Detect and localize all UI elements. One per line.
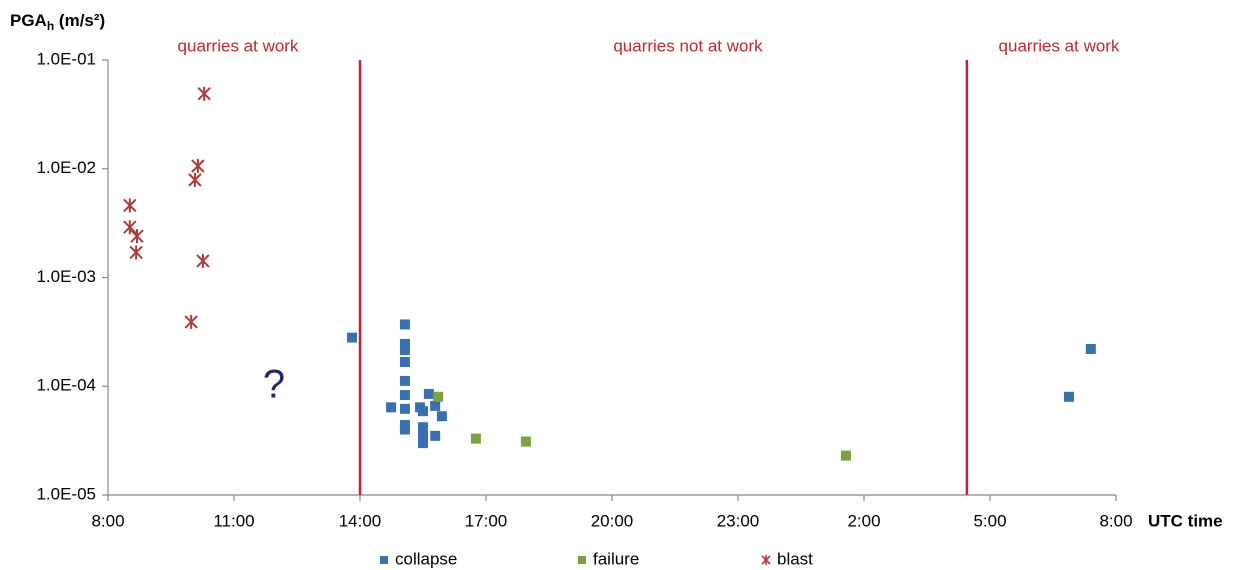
point bbox=[399, 345, 410, 356]
point bbox=[399, 319, 410, 330]
y-tick-label: 1.0E-03 bbox=[36, 267, 96, 286]
point bbox=[184, 314, 198, 329]
point bbox=[423, 388, 434, 399]
point bbox=[191, 158, 205, 173]
point bbox=[418, 438, 428, 449]
point bbox=[196, 253, 210, 268]
legend-marker bbox=[380, 556, 388, 564]
point bbox=[130, 229, 144, 244]
point bbox=[840, 450, 851, 461]
annotation: quarries not at work bbox=[613, 36, 763, 55]
point bbox=[520, 436, 531, 447]
annotation: quarries at work bbox=[999, 36, 1120, 55]
x-tick-label: 20:00 bbox=[591, 511, 634, 530]
point bbox=[123, 198, 137, 213]
x-tick-label: 2:00 bbox=[847, 511, 880, 530]
point bbox=[1063, 391, 1074, 402]
point bbox=[399, 390, 410, 401]
point bbox=[399, 375, 410, 386]
legend-item: blast bbox=[761, 549, 813, 568]
legend-label: collapse bbox=[395, 549, 457, 568]
point bbox=[123, 220, 137, 235]
legend-item: failure bbox=[578, 549, 639, 568]
legend-marker bbox=[761, 555, 771, 565]
point bbox=[188, 172, 202, 187]
point bbox=[347, 332, 358, 343]
point bbox=[430, 400, 441, 411]
point bbox=[197, 86, 211, 101]
point bbox=[418, 430, 428, 441]
x-tick-label: 8:00 bbox=[1099, 511, 1132, 530]
point bbox=[436, 411, 447, 422]
legend-label: blast bbox=[777, 549, 813, 568]
annotation: ? bbox=[263, 363, 285, 407]
x-tick-label: 14:00 bbox=[339, 511, 382, 530]
annotation: quarries at work bbox=[178, 36, 299, 55]
point bbox=[399, 403, 410, 414]
legend-label: failure bbox=[593, 549, 639, 568]
point bbox=[418, 406, 428, 417]
point bbox=[399, 357, 410, 368]
point bbox=[129, 245, 143, 260]
point bbox=[1085, 344, 1096, 355]
point bbox=[399, 424, 410, 435]
point bbox=[430, 430, 441, 441]
point bbox=[386, 402, 397, 413]
y-tick-label: 1.0E-04 bbox=[36, 376, 96, 395]
y-tick-label: 1.0E-01 bbox=[36, 49, 96, 68]
x-tick-label: 5:00 bbox=[973, 511, 1006, 530]
x-tick-label: 17:00 bbox=[465, 511, 508, 530]
x-tick-label: 11:00 bbox=[213, 511, 254, 530]
x-tick-label: 8:00 bbox=[91, 511, 124, 530]
y-tick-label: 1.0E-02 bbox=[36, 158, 96, 177]
x-tick-label: 23:00 bbox=[717, 511, 760, 530]
point bbox=[418, 422, 428, 433]
legend-marker bbox=[578, 556, 586, 564]
y-tick-label: 1.0E-05 bbox=[36, 484, 96, 503]
x-axis-title: UTC time bbox=[1148, 511, 1223, 530]
y-axis-title: PGAh (m/s²) bbox=[10, 11, 105, 33]
point bbox=[433, 391, 444, 402]
point bbox=[470, 433, 481, 444]
legend-item: collapse bbox=[380, 549, 457, 568]
point bbox=[399, 338, 410, 349]
